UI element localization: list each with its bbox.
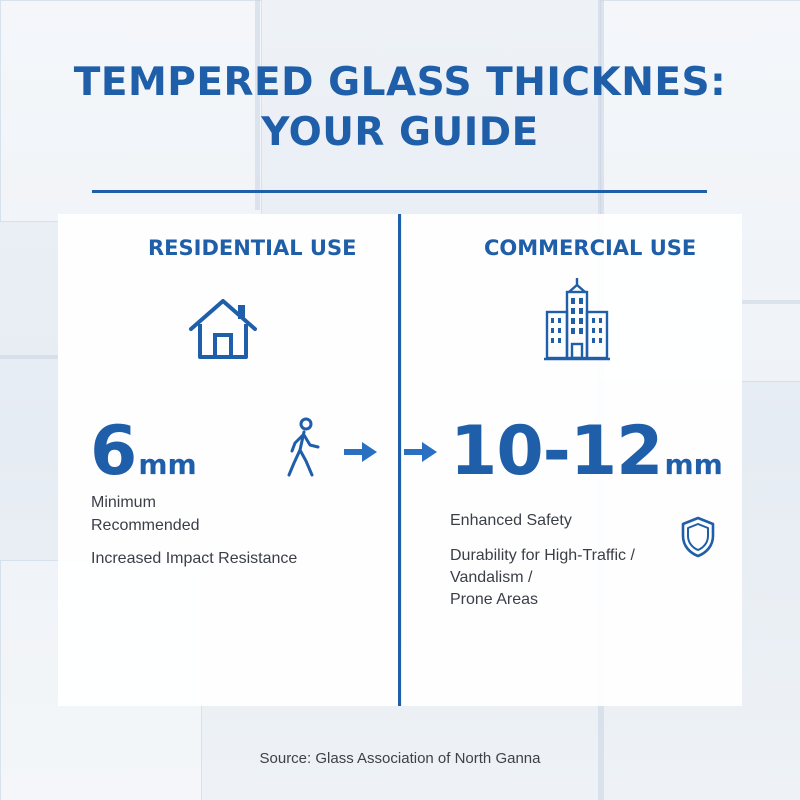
walking-person-icon [286,417,326,479]
commercial-line-3: Vandalism / [450,569,533,586]
commercial-line-2: Durability for High-Traffic / [450,547,635,564]
house-icon [187,297,259,361]
residential-unit: mm [138,448,197,481]
residential-line-3: Increased Impact Resistance [91,550,298,567]
residential-heading: RESIDENTIAL USE [148,236,357,260]
source-caption: Source: Glass Association of North Ganna [259,750,541,767]
title-rule [92,190,707,193]
center-divider [398,214,401,706]
shield-icon [680,516,716,558]
commercial-unit: mm [664,448,723,481]
commercial-value: 10-12 [450,412,663,491]
title-line-2: YOUR GUIDE [261,110,539,155]
page-title: TEMPERED GLASS THICKNES: YOUR GUIDE [0,58,800,158]
residential-line-1: Minimum [91,494,156,511]
arrow-right-icon [404,441,438,467]
arrow-right-icon [344,441,378,467]
residential-thickness: 6mm [90,418,197,486]
title-line-1: TEMPERED GLASS THICKNES: [73,60,727,105]
commercial-line-4: Prone Areas [450,591,539,608]
office-building-icon [544,278,610,362]
residential-panel [58,214,398,706]
commercial-thickness: 10-12mm [450,418,723,486]
residential-line-2: Recommended [91,517,200,534]
residential-value: 6 [90,412,137,491]
commercial-panel [402,214,742,706]
commercial-line-1: Enhanced Safety [450,512,572,529]
commercial-heading: COMMERCIAL USE [484,236,697,260]
